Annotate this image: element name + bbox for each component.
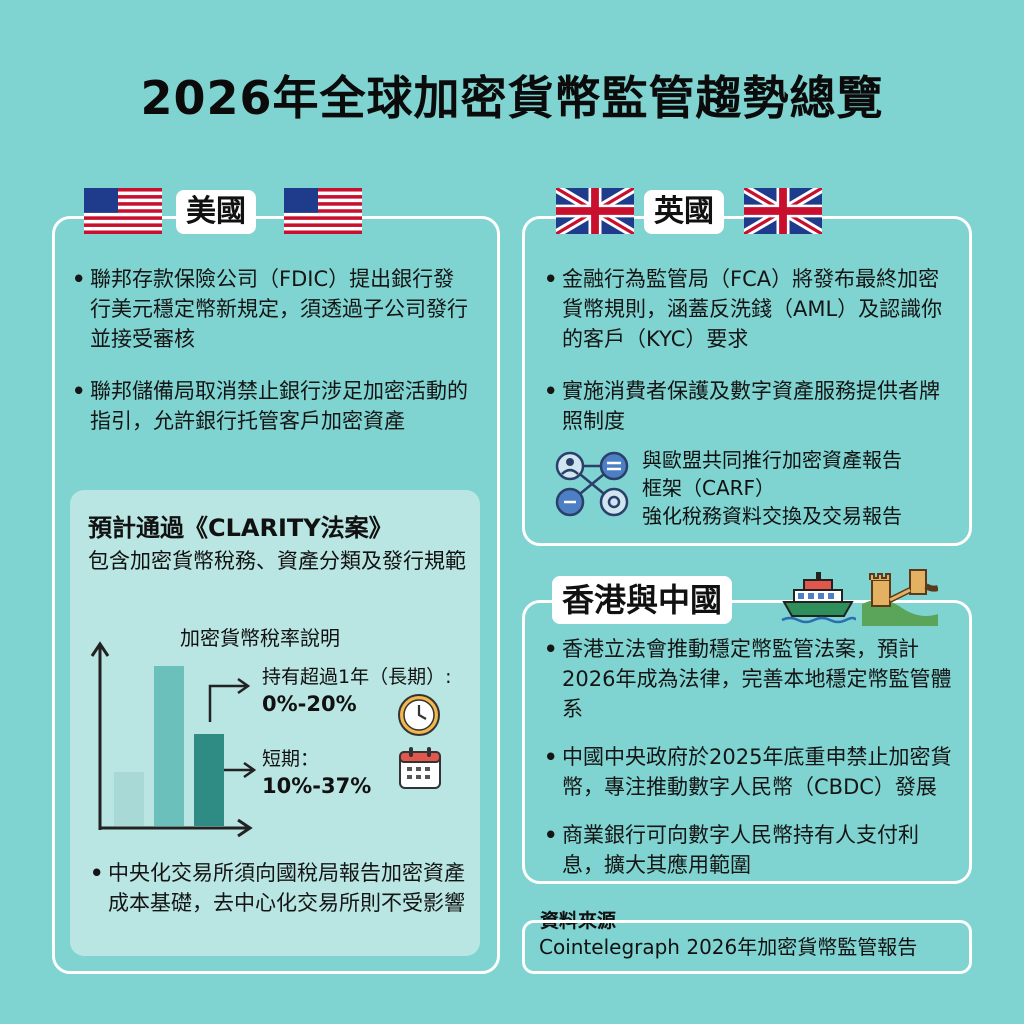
clarity-subtitle: 包含加密貨幣稅務、資產分類及發行規範 bbox=[88, 549, 466, 573]
page-title: 2026年全球加密貨幣監管趨勢總覽 bbox=[140, 71, 884, 125]
hk-cn-panel bbox=[522, 600, 972, 884]
uk-heading: 英國 bbox=[644, 190, 724, 234]
us-flag-icon bbox=[84, 188, 162, 234]
uk-flag-icon bbox=[556, 188, 634, 234]
short-term-rate: 10%-37% bbox=[262, 774, 372, 798]
tax-chart-title: 加密貨幣稅率說明 bbox=[180, 626, 340, 650]
uk-bullet: 實施消費者保護及數字資產服務提供者牌照制度 bbox=[542, 376, 952, 436]
long-term-arrow-icon bbox=[208, 677, 251, 722]
short-term-label: 短期： bbox=[262, 748, 320, 770]
hk-cn-bullet-list: 香港立法會推動穩定幣監管法案，預計2026年成為法律，完善本地穩定幣監管體系 中… bbox=[542, 634, 954, 902]
short-term-arrow-icon bbox=[224, 761, 257, 779]
data-exchange-network-icon bbox=[555, 451, 629, 517]
hk-cn-bullet: 商業銀行可向數字人民幣持有人支付利息，擴大其應用範圍 bbox=[542, 820, 954, 880]
carf-line: 框架（CARF） bbox=[642, 476, 776, 500]
clarity-bullet-list: 中央化交易所須向國稅局報告加密資產成本基礎，去中心化交易所則不受影響 bbox=[88, 858, 468, 940]
uk-bullet-list: 金融行為監管局（FCA）將發布最終加密貨幣規則，涵蓋反洗錢（AML）及認識你的客… bbox=[542, 264, 952, 458]
tax-bar-mid bbox=[194, 734, 224, 826]
carf-text: 與歐盟共同推行加密資產報告 框架（CARF） 強化稅務資料交換及交易報告 bbox=[642, 446, 962, 530]
usa-panel bbox=[52, 216, 500, 974]
star-ferry-icon bbox=[781, 572, 856, 624]
usa-bullet-list: 聯邦存款保險公司（FDIC）提出銀行發行美元穩定幣新規定，須透過子公司發行並接受… bbox=[70, 264, 470, 458]
tax-bar-high bbox=[154, 666, 184, 826]
clarity-bullet: 中央化交易所須向國稅局報告加密資產成本基礎，去中心化交易所則不受影響 bbox=[88, 858, 468, 918]
us-flag-icon bbox=[284, 188, 362, 234]
usa-bullet: 聯邦存款保險公司（FDIC）提出銀行發行美元穩定幣新規定，須透過子公司發行並接受… bbox=[70, 264, 470, 354]
tax-bar-low bbox=[114, 772, 144, 826]
hk-cn-heading: 香港與中國 bbox=[552, 576, 733, 624]
calendar-icon bbox=[399, 747, 441, 789]
hk-cn-bullet: 中國中央政府於2025年底重申禁止加密貨幣，專注推動數字人民幣（CBDC）發展 bbox=[542, 742, 954, 802]
uk-flag-icon bbox=[744, 188, 822, 234]
long-term-label: 持有超過1年（長期）: bbox=[262, 666, 452, 688]
hk-cn-bullet: 香港立法會推動穩定幣監管法案，預計2026年成為法律，完善本地穩定幣監管體系 bbox=[542, 634, 954, 724]
source-citation: Cointelegraph 2026年加密貨幣監管報告 bbox=[522, 920, 972, 974]
clarity-title: 預計通過《CLARITY法案》 bbox=[88, 514, 393, 542]
clock-icon bbox=[398, 694, 440, 736]
carf-line: 與歐盟共同推行加密資產報告 bbox=[642, 448, 902, 472]
great-wall-icon bbox=[862, 569, 938, 626]
tax-bar-chart bbox=[90, 641, 253, 838]
usa-bullet: 聯邦儲備局取消禁止銀行涉足加密活動的指引，允許銀行托管客戶加密資產 bbox=[70, 376, 470, 436]
uk-bullet: 金融行為監管局（FCA）將發布最終加密貨幣規則，涵蓋反洗錢（AML）及認識你的客… bbox=[542, 264, 952, 354]
usa-heading: 美國 bbox=[176, 190, 256, 234]
carf-line: 強化稅務資料交換及交易報告 bbox=[642, 504, 902, 528]
long-term-rate: 0%-20% bbox=[262, 692, 357, 716]
